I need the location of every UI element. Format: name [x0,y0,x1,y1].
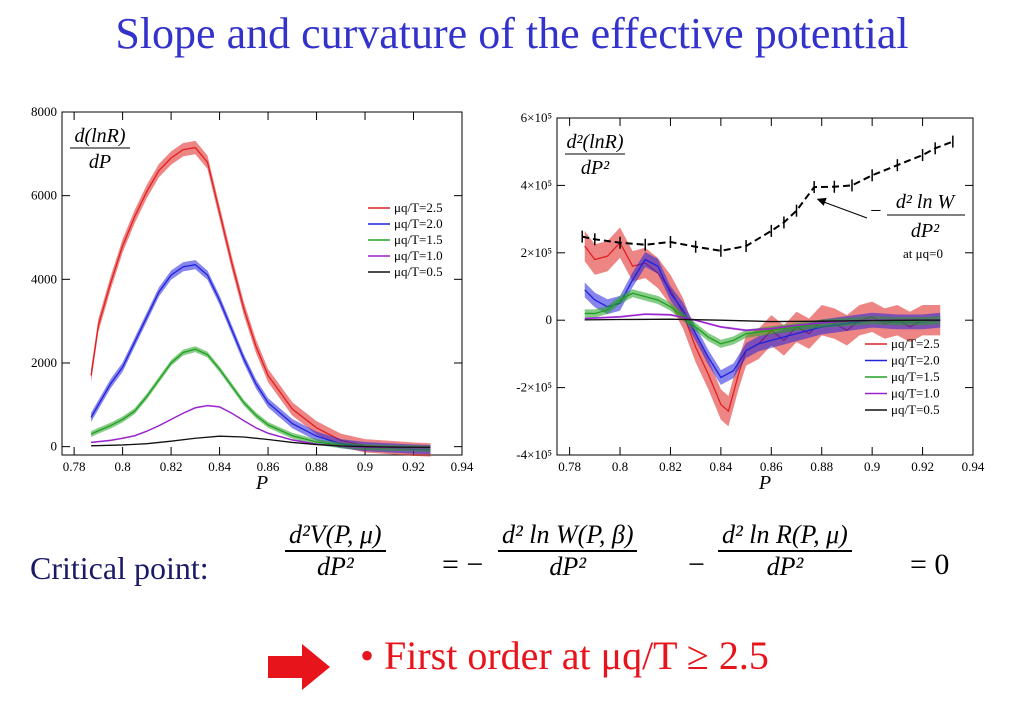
y-tick-label: -2×10⁵ [516,380,552,395]
x-tick-label: 0.9 [357,459,373,474]
term2-numerator: d² ln R(P, μ) [722,520,848,549]
y-tick-label: 0 [51,439,58,454]
chart-curvature: 0.78 0.8 0.82 0.84 0.86 0.88 0.9 0.92 0.94 -4×10⁵… [516,110,985,494]
x-tick-label: 0.94 [451,459,474,474]
annotation-prefix: − [869,200,883,222]
x-tick-label: 0.9 [864,459,880,474]
term1-numerator: d² ln W(P, β) [502,520,634,549]
term1-denominator: dP² [498,550,638,582]
x-axis-label: P [255,472,268,490]
lhs-fraction: d²V(P, μ) dP² [285,520,386,582]
x-tick-label: 0.8 [114,459,130,474]
term2-fraction: d² ln R(P, μ) dP² [718,520,852,582]
right-arrow-icon [268,644,330,690]
slide-title: Slope and curvature of the effective pot… [115,9,909,58]
plot-frame [61,111,463,456]
x-tick-label: 0.92 [402,459,425,474]
lhs-denominator: dP² [285,550,386,582]
y-tick-label: 2000 [31,355,57,370]
x-tick-label: 0.78 [63,459,86,474]
x-tick-label: 0.86 [760,459,783,474]
legend-entry: μq/T=2.5 [891,336,940,351]
term1-fraction: d² ln W(P, β) dP² [498,520,638,582]
conclusion-row: • First order at μq/T ≥ 2.5 [0,628,1024,708]
x-tick-label: 0.84 [208,459,231,474]
y-tick-label: -4×10⁵ [516,447,552,462]
x-tick-label: 0.94 [962,459,985,474]
x-tick-label: 0.88 [810,459,833,474]
x-tick-label: 0.86 [257,459,280,474]
minus-sign: − [688,548,705,581]
legend-entry: μq/T=1.0 [891,386,940,401]
y-tick-label: 4×10⁵ [521,177,552,192]
critical-point-equation: Critical point: d²V(P, μ) dP² = − d² ln … [30,520,1010,630]
legend-entry: μq/T=1.5 [394,232,443,247]
series-error-band [584,289,941,348]
y-axis-label-denominator: dP [89,151,111,173]
annotation-arrow-line [820,200,868,219]
x-tick-label: 0.88 [305,459,328,474]
y-tick-label: 8000 [31,104,57,119]
annotation-denominator: dP² [911,220,940,242]
series-error-band [584,227,941,427]
x-tick-label: 0.82 [659,459,682,474]
legend-entry: μq/T=2.0 [891,353,940,368]
annotation-arrow-head [816,197,827,206]
x-tick-label: 0.92 [911,459,934,474]
y-axis-label-numerator: d²(lnR) [566,131,623,153]
y-tick-label: 4000 [31,271,57,286]
annotation-numerator: d² ln W [896,191,957,213]
plot-frame [556,117,974,456]
legend-entry: μq/T=2.5 [394,200,443,215]
legend-entry: μq/T=1.5 [891,369,940,384]
y-tick-label: 6×10⁵ [521,110,552,125]
y-tick-label: 6000 [31,188,57,203]
x-tick-label: 0.78 [558,459,581,474]
term2-denominator: dP² [718,550,852,582]
y-tick-label: 2×10⁵ [521,245,552,260]
annotation-note: at μq=0 [903,246,943,261]
legend-entry: μq/T=0.5 [394,264,443,279]
y-axis-label-denominator: dP² [581,157,610,179]
critical-point-label: Critical point: [30,550,209,586]
equals-zero: = 0 [910,548,950,581]
x-tick-label: 0.82 [160,459,183,474]
lhs-numerator: d²V(P, μ) [289,520,382,549]
x-tick-label: 0.8 [612,459,628,474]
y-tick-label: 0 [546,312,553,327]
x-tick-label: 0.84 [710,459,733,474]
series-line [584,318,941,323]
series-error-band [91,140,431,457]
legend-entry: μq/T=1.0 [394,248,443,263]
legend-entry: μq/T=2.0 [394,216,443,231]
y-axis-label-numerator: d(lnR) [74,125,125,147]
equals-minus: = − [442,548,484,581]
chart-slope: 0.78 0.8 0.82 0.84 0.86 0.88 0.9 0.92 0.94 0 2000 4… [31,104,474,490]
legend-entry: μq/T=0.5 [891,402,940,417]
series-line [91,435,431,448]
conclusion-text: • First order at μq/T ≥ 2.5 [360,633,769,678]
x-axis-label: P [758,472,771,494]
